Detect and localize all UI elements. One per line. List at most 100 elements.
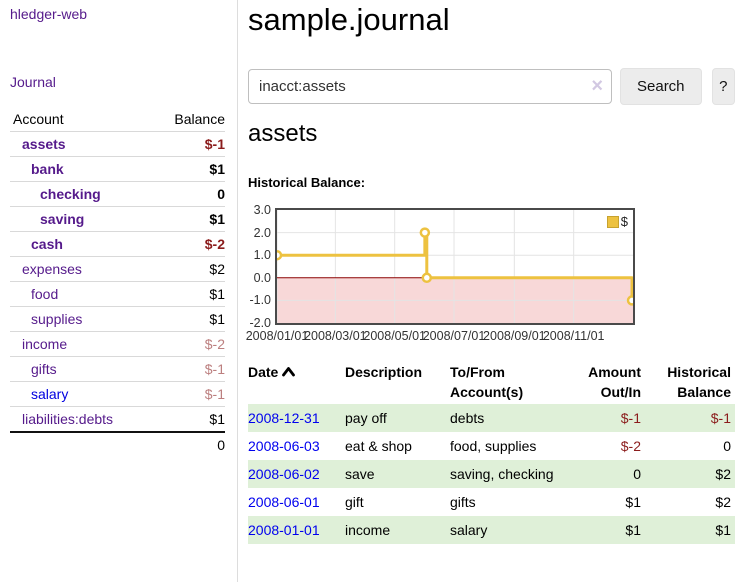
y-axis-tick: 0.0 — [253, 270, 271, 285]
x-axis-tick: 2008/09/01 — [483, 329, 546, 343]
account-balance: $1 — [209, 161, 225, 177]
transaction-balance: $-1 — [710, 410, 731, 426]
accounts-table: Account Balance assets $-1 bank $1 checking 0… — [10, 108, 225, 457]
register-table: Date Description To/From Account(s) Amou… — [248, 360, 735, 544]
register-row: 2008-06-01 gift gifts $1 $2 — [248, 488, 735, 516]
transaction-date-link[interactable]: 2008-06-01 — [248, 494, 320, 510]
account-link[interactable]: assets — [22, 136, 66, 152]
sidebar: hledger-web Journal Account Balance asse… — [0, 0, 238, 582]
account-link[interactable]: food — [31, 286, 59, 302]
account-balance: $-2 — [204, 336, 225, 352]
transaction-accounts: saving, checking — [450, 466, 554, 482]
x-axis-tick: 2008/05/01 — [363, 329, 426, 343]
search-button[interactable]: Search — [620, 68, 702, 105]
transaction-date-link[interactable]: 2008-12-31 — [248, 410, 320, 426]
accounts-table-header: Account Balance — [10, 108, 225, 131]
col-balance: Historical Balance — [667, 364, 731, 400]
account-link[interactable]: supplies — [31, 311, 83, 327]
register-header: Date Description To/From Account(s) Amou… — [248, 360, 735, 404]
account-balance: $-1 — [204, 361, 225, 377]
account-link[interactable]: bank — [31, 161, 64, 177]
y-axis-tick: 2.0 — [253, 225, 271, 240]
clear-search-icon[interactable]: × — [591, 75, 603, 97]
transaction-amount: $-2 — [620, 438, 641, 454]
account-balance: $-1 — [204, 386, 225, 402]
x-axis-tick: 2008/03/01 — [304, 329, 367, 343]
x-axis-tick: 2008/07/01 — [422, 329, 486, 343]
accounts-total-row: 0 — [10, 431, 225, 457]
transaction-accounts: salary — [450, 522, 488, 538]
account-row: cash $-2 — [10, 231, 225, 256]
account-link[interactable]: gifts — [31, 361, 57, 377]
account-row: bank $1 — [10, 156, 225, 181]
transaction-description: eat & shop — [345, 438, 412, 454]
account-balance: $1 — [209, 411, 225, 427]
account-row: salary $-1 — [10, 381, 225, 406]
transaction-amount: $-1 — [620, 410, 641, 426]
page-title: sample.journal — [248, 2, 450, 37]
register-row: 2008-01-01 income salary $1 $1 — [248, 516, 735, 544]
app-brand-link[interactable]: hledger-web — [10, 6, 88, 22]
transaction-description: gift — [345, 494, 364, 510]
accounts-col-balance: Balance — [174, 111, 225, 127]
sort-ascending-icon — [282, 362, 296, 382]
account-link[interactable]: saving — [40, 211, 85, 227]
account-balance: 0 — [217, 186, 225, 202]
account-link[interactable]: expenses — [22, 261, 82, 277]
y-axis-tick: 3.0 — [253, 203, 271, 217]
account-row: expenses $2 — [10, 256, 225, 281]
account-balance: $1 — [209, 286, 225, 302]
register-row: 2008-06-02 save saving, checking 0 $2 — [248, 460, 735, 488]
accounts-col-account: Account — [13, 111, 64, 127]
transaction-date-link[interactable]: 2008-06-02 — [248, 466, 320, 482]
x-axis-tick: 2008/01/01 — [245, 329, 309, 343]
account-link[interactable]: liabilities:debts — [22, 411, 114, 427]
x-axis-tick: 2008/11/01 — [542, 329, 605, 343]
transaction-date-link[interactable]: 2008-01-01 — [248, 522, 320, 538]
historical-balance-chart: $ 3.0 2.0 1.0 0.0 -1.0 -2.0 2008/01/01 2008/03… — [243, 200, 742, 348]
transaction-amount: 0 — [633, 466, 641, 482]
account-link[interactable]: salary — [31, 386, 69, 402]
transaction-description: income — [345, 522, 391, 538]
main-content: sample.journal × Search ? assets Histori… — [246, 0, 742, 582]
transaction-description: pay off — [345, 410, 387, 426]
transaction-date-link[interactable]: 2008-06-03 — [248, 438, 320, 454]
chart-title: Historical Balance: — [248, 175, 366, 190]
account-heading: assets — [248, 120, 318, 147]
transaction-accounts: gifts — [450, 494, 476, 510]
account-balance: $1 — [209, 311, 225, 327]
col-description: Description — [345, 364, 423, 380]
register-row: 2008-12-31 pay off debts $-1 $-1 — [248, 404, 735, 432]
account-link[interactable]: checking — [40, 186, 101, 202]
help-button[interactable]: ? — [711, 68, 735, 105]
account-link[interactable]: income — [22, 336, 68, 352]
account-balance: $1 — [209, 211, 225, 227]
transaction-amount: $1 — [625, 494, 641, 510]
account-row: saving $1 — [10, 206, 225, 231]
account-link[interactable]: cash — [31, 236, 63, 252]
chart-plot-area[interactable]: $ — [275, 208, 635, 325]
account-row: income $-2 — [10, 331, 225, 356]
transaction-balance: 0 — [723, 438, 731, 454]
account-balance: $-2 — [204, 236, 225, 252]
account-row: liabilities:debts $1 — [10, 406, 225, 431]
transaction-balance: $2 — [715, 494, 731, 510]
transaction-balance: $1 — [715, 522, 731, 538]
account-row: supplies $1 — [10, 306, 225, 331]
col-amount: Amount Out/In — [588, 364, 641, 400]
transaction-accounts: debts — [450, 410, 485, 426]
y-axis-tick: -2.0 — [249, 316, 271, 330]
account-row: checking 0 — [10, 181, 225, 206]
search-input[interactable] — [248, 69, 612, 104]
accounts-total-value: 0 — [217, 437, 225, 453]
col-date[interactable]: Date — [248, 360, 345, 404]
y-axis-tick: 1.0 — [253, 248, 271, 263]
account-row: food $1 — [10, 281, 225, 306]
chart-legend: $ — [604, 213, 630, 230]
transaction-balance: $2 — [715, 466, 731, 482]
nav-journal-link[interactable]: Journal — [10, 74, 56, 90]
account-row: gifts $-1 — [10, 356, 225, 381]
account-balance: $-1 — [204, 136, 225, 152]
legend-label: $ — [620, 214, 628, 229]
y-axis-tick: -1.0 — [249, 293, 271, 308]
